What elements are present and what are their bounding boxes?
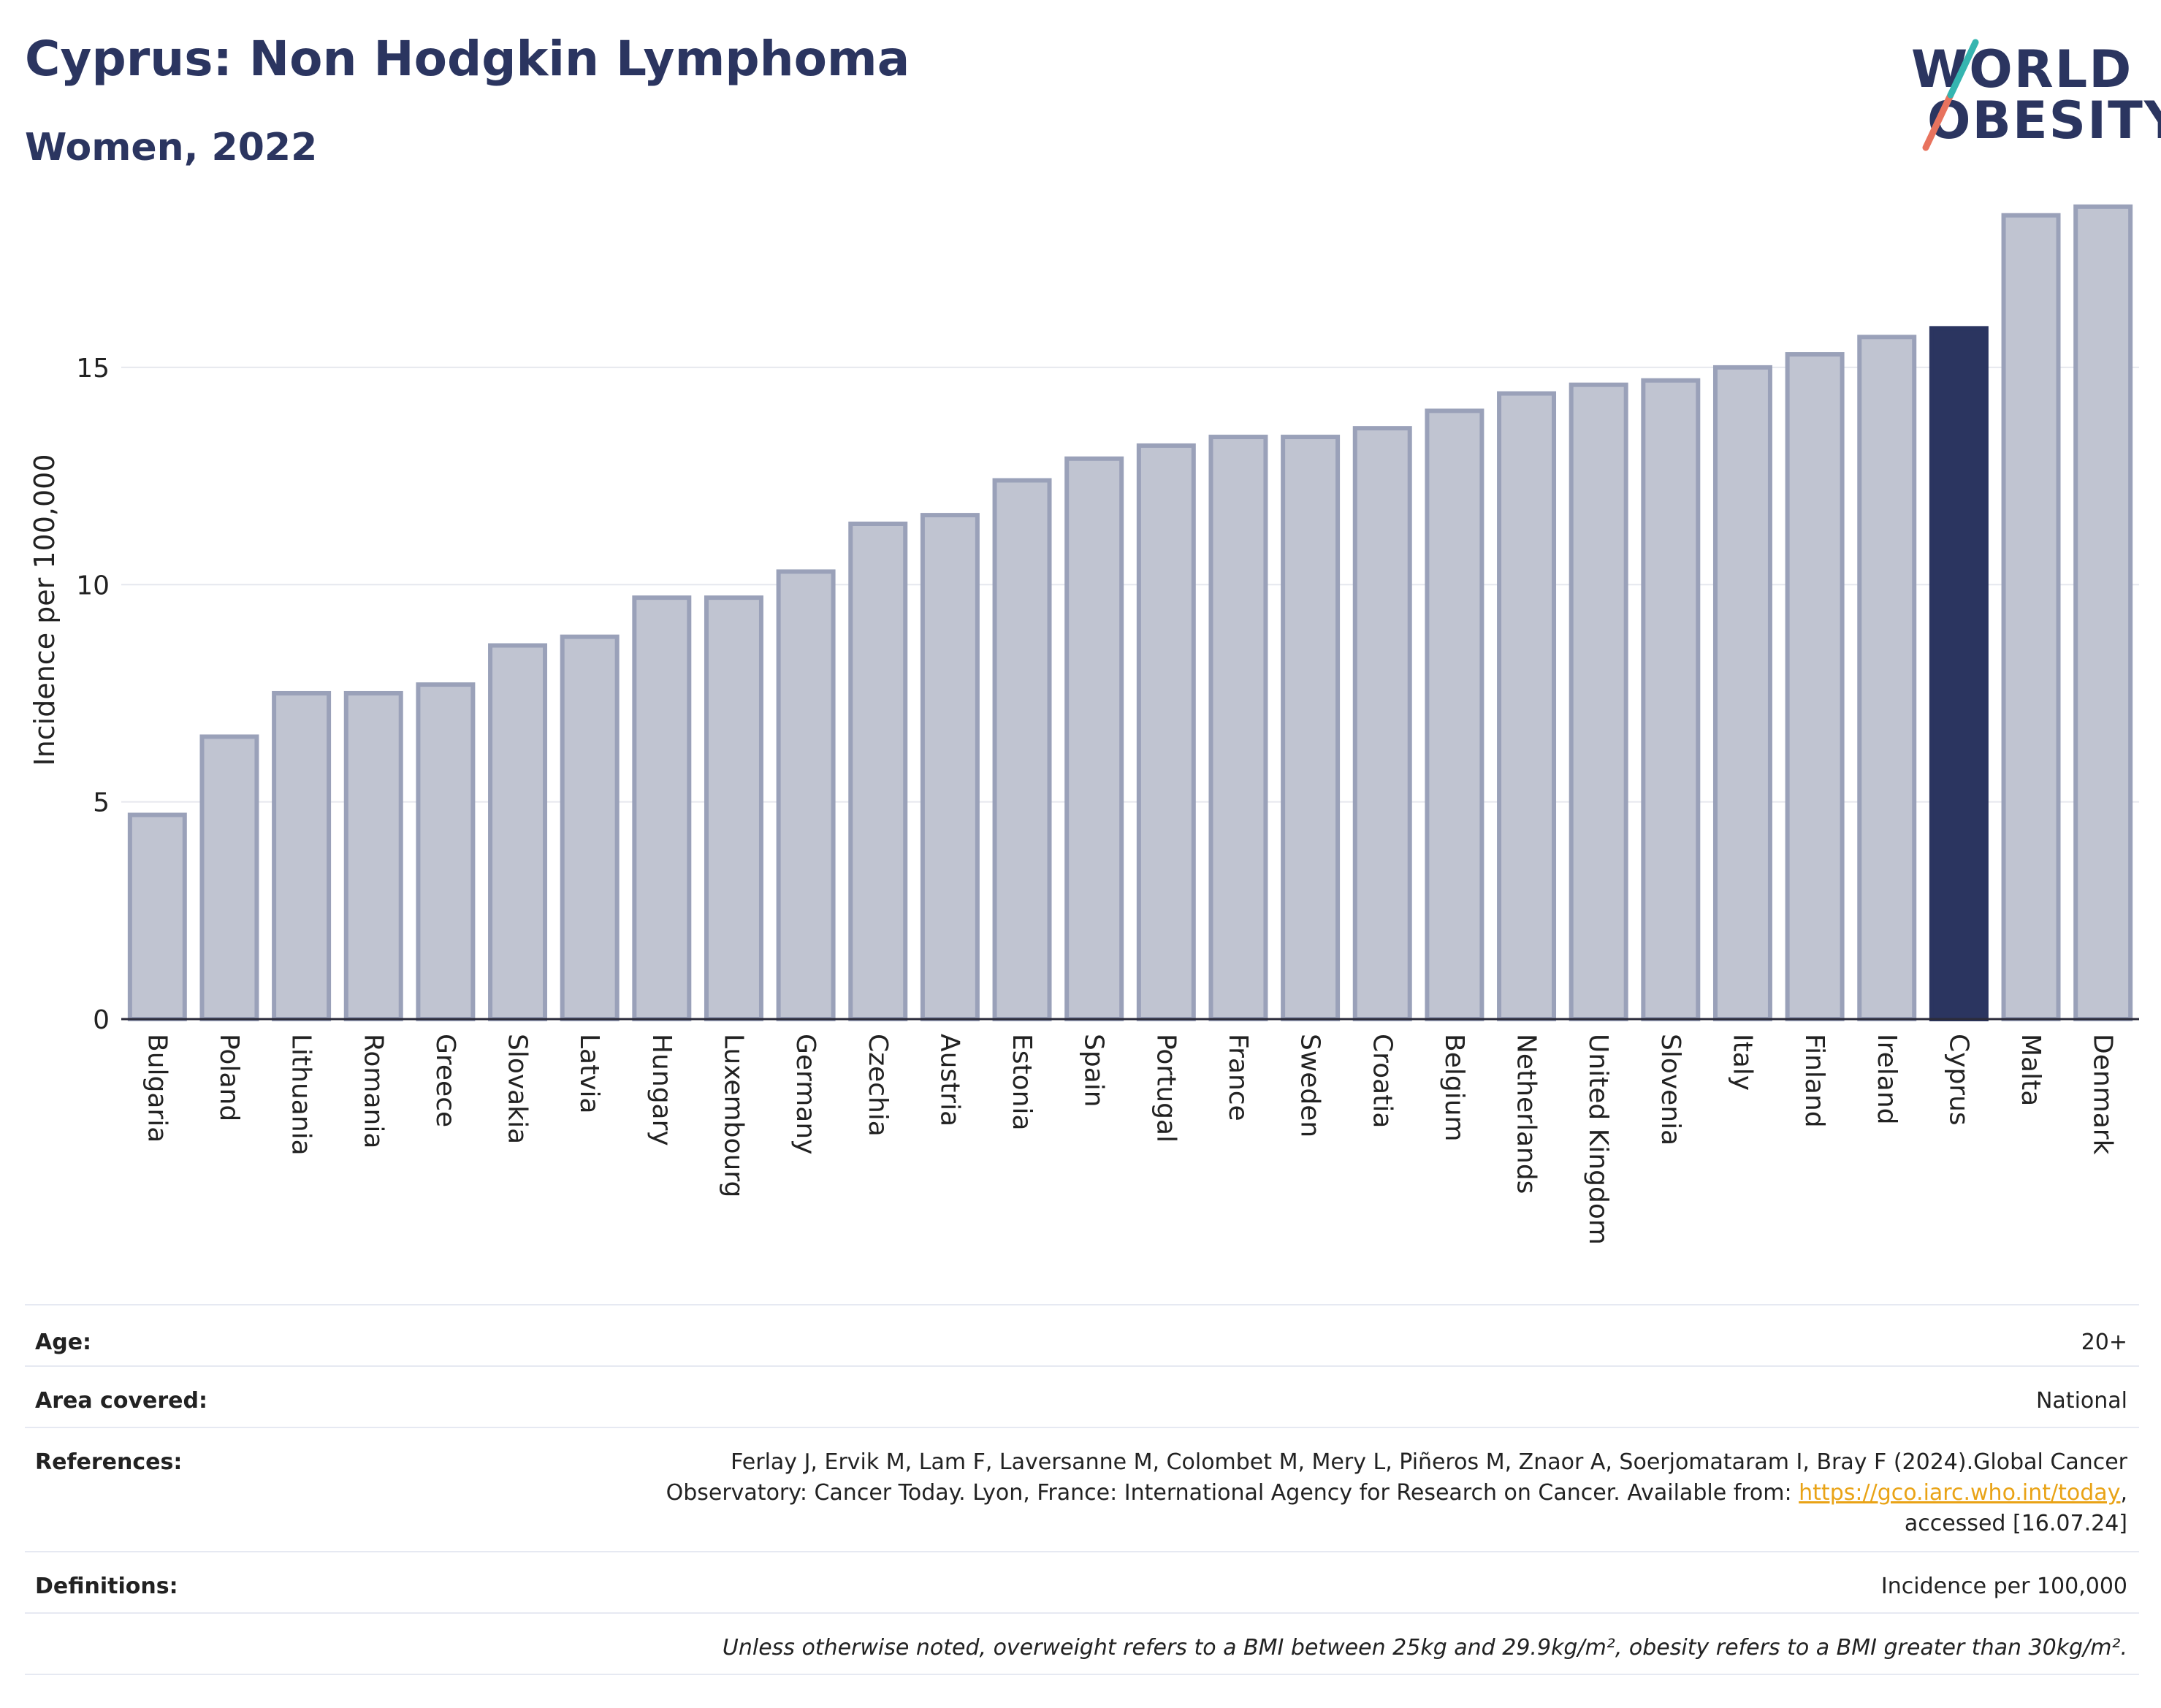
world-obesity-logo: WORLD OBESITY [1899,22,2161,153]
info-row-note: Unless otherwise noted, overweight refer… [25,1612,2139,1675]
references-label: References: [35,1449,183,1475]
x-tick-label: Belgium [1439,1034,1469,1142]
bars [127,204,2133,1022]
bar-belgium [1425,408,1485,1021]
age-label: Age: [35,1330,92,1355]
age-value: 20+ [2081,1330,2127,1355]
bar-germany [776,569,836,1021]
bar-romania [343,690,403,1022]
references-text-1: Ferlay J, Ervik M, Lam F, Laversanne M, … [731,1449,2127,1475]
definitions-value: Incidence per 100,000 [1880,1574,2127,1599]
axes: 0 5 10 15 [76,354,2139,1035]
info-row-area: Area covered: National [25,1365,2139,1427]
info-row-references: References: Ferlay J, Ervik M, Lam F, La… [25,1427,2139,1551]
bar-greece [416,682,476,1021]
area-value: National [2035,1388,2127,1414]
x-tick-label: Hungary [647,1034,676,1146]
x-tick-label: Greece [430,1034,460,1127]
info-table: Age: 20+ Area covered: National Referenc… [25,1304,2139,1675]
bar-sweden [1281,435,1341,1022]
bar-malta [2001,213,2061,1022]
page-subtitle: Women, 2022 [25,126,318,169]
y-tick-label: 10 [76,571,110,601]
x-tick-label: United Kingdom [1583,1034,1613,1245]
chart-svg: 0 5 10 15 Bulgaria Poland Lithuania Romania Gre… [28,204,2139,1245]
x-tick-label: Luxembourg [718,1034,748,1197]
bar-estonia [992,478,1052,1021]
x-tick-label: Slovakia [503,1034,533,1144]
x-tick-label: Latvia [574,1034,604,1114]
x-tick-label: Denmark [2088,1034,2118,1155]
bar-united-kingdom [1569,382,1628,1021]
references-text-3: , [2120,1480,2127,1506]
logo-line-1: WORLD [1911,39,2133,99]
area-label: Area covered: [35,1388,207,1414]
x-tick-label: Sweden [1295,1034,1325,1137]
x-tick-label: Malta [2016,1034,2046,1106]
bar-czechia [848,522,908,1021]
references-value: Ferlay J, Ervik M, Lam F, Laversanne M, … [25,1428,2139,1539]
bar-hungary [632,595,692,1021]
bar-italy [1712,365,1772,1022]
bar-netherlands [1497,391,1557,1022]
y-tick-label: 0 [93,1005,110,1035]
info-row-definitions: Definitions: Incidence per 100,000 [25,1551,2139,1612]
logo-line-2: OBESITY [1927,91,2161,150]
references-text-4: accessed [16.07.24] [1904,1511,2127,1536]
x-tick-label: Germany [790,1034,820,1154]
bar-spain [1064,456,1124,1021]
bar-finland [1785,352,1845,1022]
bar-chart: 0 5 10 15 Bulgaria Poland Lithuania Romania Gre… [0,190,2161,1303]
x-tick-label: Bulgaria [142,1034,172,1143]
bar-lithuania [272,690,332,1022]
bar-austria [920,513,980,1021]
y-tick-label: 15 [76,354,110,384]
bar-slovakia [488,643,548,1021]
bar-latvia [560,634,620,1021]
x-tick-label: Croatia [1367,1034,1397,1128]
x-tick-label: Spain [1079,1034,1109,1107]
definitions-label: Definitions: [35,1574,178,1599]
references-link[interactable]: https://gco.iarc.who.int/today [1799,1480,2121,1506]
x-tick-label: Netherlands [1512,1034,1541,1194]
bar-luxembourg [704,595,763,1021]
bar-ireland [1857,335,1917,1021]
x-tick-label: Poland [214,1034,244,1121]
bar-portugal [1136,443,1196,1021]
x-tick-label: France [1223,1034,1253,1121]
bar-cyprus [1929,326,1989,1022]
bar-croatia [1352,426,1412,1021]
page-title: Cyprus: Non Hodgkin Lymphoma [25,31,910,87]
bar-denmark [2073,204,2133,1021]
x-tick-label: Estonia [1007,1034,1037,1131]
bar-poland [199,734,259,1022]
y-tick-label: 5 [93,788,110,818]
x-tick-label: Slovenia [1655,1034,1685,1145]
bar-france [1208,435,1268,1022]
x-tick-label: Ireland [1872,1034,1902,1125]
x-tick-label: Lithuania [286,1034,316,1156]
bmi-note: Unless otherwise noted, overweight refer… [722,1635,2127,1661]
x-tick-label: Finland [1799,1034,1829,1128]
x-tick-label: Cyprus [1943,1034,1973,1126]
x-tick-label: Italy [1727,1034,1757,1091]
logo-slash-icon [1922,39,1979,151]
info-row-age: Age: 20+ [25,1304,2139,1365]
y-axis-label: Incidence per 100,000 [28,454,61,766]
x-tick-labels: Bulgaria Poland Lithuania Romania Greece Slov… [142,1034,2117,1245]
references-text-2: Observatory: Cancer Today. Lyon, France:… [666,1480,1799,1506]
bar-bulgaria [127,812,187,1021]
bar-slovenia [1641,378,1701,1022]
x-tick-label: Austria [934,1034,964,1126]
x-tick-label: Romania [358,1034,388,1148]
x-tick-label: Czechia [863,1034,893,1137]
x-tick-label: Portugal [1151,1034,1181,1143]
